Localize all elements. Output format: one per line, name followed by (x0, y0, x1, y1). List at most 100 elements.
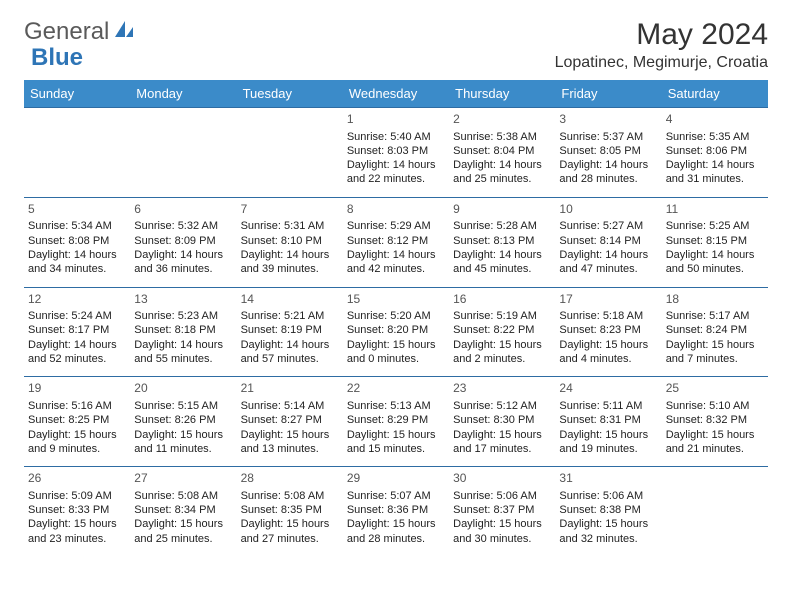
day-number: 24 (559, 381, 657, 397)
sunset-line: Sunset: 8:17 PM (28, 323, 126, 337)
sunset-line: Sunset: 8:25 PM (28, 413, 126, 427)
day-number: 22 (347, 381, 445, 397)
calendar-cell: 5Sunrise: 5:34 AMSunset: 8:08 PMDaylight… (24, 197, 130, 287)
location-text: Lopatinec, Megimurje, Croatia (555, 54, 768, 72)
sunset-line: Sunset: 8:12 PM (347, 234, 445, 248)
sunset-line: Sunset: 8:31 PM (559, 413, 657, 427)
sunset-line: Sunset: 8:27 PM (241, 413, 339, 427)
calendar-cell: 20Sunrise: 5:15 AMSunset: 8:26 PMDayligh… (130, 377, 236, 467)
sunrise-line: Sunrise: 5:14 AM (241, 399, 339, 413)
calendar-body: 1Sunrise: 5:40 AMSunset: 8:03 PMDaylight… (24, 108, 768, 556)
sunrise-line: Sunrise: 5:40 AM (347, 130, 445, 144)
calendar-cell: 26Sunrise: 5:09 AMSunset: 8:33 PMDayligh… (24, 467, 130, 556)
col-saturday: Saturday (662, 80, 768, 108)
sunset-line: Sunset: 8:37 PM (453, 503, 551, 517)
sunrise-line: Sunrise: 5:07 AM (347, 489, 445, 503)
col-wednesday: Wednesday (343, 80, 449, 108)
calendar-cell (237, 108, 343, 198)
calendar-cell: 21Sunrise: 5:14 AMSunset: 8:27 PMDayligh… (237, 377, 343, 467)
day-number: 14 (241, 292, 339, 308)
day-number: 13 (134, 292, 232, 308)
sunrise-line: Sunrise: 5:32 AM (134, 219, 232, 233)
calendar-cell: 28Sunrise: 5:08 AMSunset: 8:35 PMDayligh… (237, 467, 343, 556)
sunset-line: Sunset: 8:33 PM (28, 503, 126, 517)
sunrise-line: Sunrise: 5:35 AM (666, 130, 764, 144)
sunset-line: Sunset: 8:35 PM (241, 503, 339, 517)
sunset-line: Sunset: 8:30 PM (453, 413, 551, 427)
calendar-row: 1Sunrise: 5:40 AMSunset: 8:03 PMDaylight… (24, 108, 768, 198)
calendar-row: 19Sunrise: 5:16 AMSunset: 8:25 PMDayligh… (24, 377, 768, 467)
sunset-line: Sunset: 8:32 PM (666, 413, 764, 427)
daylight-line: Daylight: 14 hours and 42 minutes. (347, 248, 445, 277)
col-friday: Friday (555, 80, 661, 108)
day-number: 15 (347, 292, 445, 308)
sunrise-line: Sunrise: 5:17 AM (666, 309, 764, 323)
daylight-line: Daylight: 15 hours and 28 minutes. (347, 517, 445, 546)
day-number: 20 (134, 381, 232, 397)
calendar-cell: 8Sunrise: 5:29 AMSunset: 8:12 PMDaylight… (343, 197, 449, 287)
sunrise-line: Sunrise: 5:08 AM (134, 489, 232, 503)
day-header-row: Sunday Monday Tuesday Wednesday Thursday… (24, 80, 768, 108)
sunrise-line: Sunrise: 5:24 AM (28, 309, 126, 323)
header: General May 2024 Lopatinec, Megimurje, C… (24, 18, 768, 72)
calendar-cell: 24Sunrise: 5:11 AMSunset: 8:31 PMDayligh… (555, 377, 661, 467)
sunrise-line: Sunrise: 5:11 AM (559, 399, 657, 413)
calendar-cell: 7Sunrise: 5:31 AMSunset: 8:10 PMDaylight… (237, 197, 343, 287)
sunrise-line: Sunrise: 5:10 AM (666, 399, 764, 413)
daylight-line: Daylight: 14 hours and 50 minutes. (666, 248, 764, 277)
daylight-line: Daylight: 14 hours and 39 minutes. (241, 248, 339, 277)
calendar-cell: 19Sunrise: 5:16 AMSunset: 8:25 PMDayligh… (24, 377, 130, 467)
sunset-line: Sunset: 8:23 PM (559, 323, 657, 337)
sunrise-line: Sunrise: 5:34 AM (28, 219, 126, 233)
col-monday: Monday (130, 80, 236, 108)
sunrise-line: Sunrise: 5:12 AM (453, 399, 551, 413)
sunset-line: Sunset: 8:06 PM (666, 144, 764, 158)
day-number: 11 (666, 202, 764, 218)
calendar-cell: 27Sunrise: 5:08 AMSunset: 8:34 PMDayligh… (130, 467, 236, 556)
day-number: 31 (559, 471, 657, 487)
day-number: 10 (559, 202, 657, 218)
calendar-cell: 10Sunrise: 5:27 AMSunset: 8:14 PMDayligh… (555, 197, 661, 287)
day-number: 12 (28, 292, 126, 308)
calendar-cell (662, 467, 768, 556)
calendar-cell: 1Sunrise: 5:40 AMSunset: 8:03 PMDaylight… (343, 108, 449, 198)
col-sunday: Sunday (24, 80, 130, 108)
sunset-line: Sunset: 8:14 PM (559, 234, 657, 248)
sunrise-line: Sunrise: 5:31 AM (241, 219, 339, 233)
sunrise-line: Sunrise: 5:13 AM (347, 399, 445, 413)
calendar-cell: 4Sunrise: 5:35 AMSunset: 8:06 PMDaylight… (662, 108, 768, 198)
calendar-row: 26Sunrise: 5:09 AMSunset: 8:33 PMDayligh… (24, 467, 768, 556)
day-number: 5 (28, 202, 126, 218)
sunrise-line: Sunrise: 5:29 AM (347, 219, 445, 233)
calendar-cell: 22Sunrise: 5:13 AMSunset: 8:29 PMDayligh… (343, 377, 449, 467)
daylight-line: Daylight: 15 hours and 11 minutes. (134, 428, 232, 457)
sunrise-line: Sunrise: 5:20 AM (347, 309, 445, 323)
sunset-line: Sunset: 8:15 PM (666, 234, 764, 248)
daylight-line: Daylight: 14 hours and 57 minutes. (241, 338, 339, 367)
sunset-line: Sunset: 8:34 PM (134, 503, 232, 517)
day-number: 7 (241, 202, 339, 218)
day-number: 28 (241, 471, 339, 487)
daylight-line: Daylight: 15 hours and 21 minutes. (666, 428, 764, 457)
daylight-line: Daylight: 14 hours and 22 minutes. (347, 158, 445, 187)
calendar-cell: 25 Sunrise: 5:10 AMSunset: 8:32 PMDayligh… (662, 377, 768, 467)
daylight-line: Daylight: 14 hours and 55 minutes. (134, 338, 232, 367)
sunset-line: Sunset: 8:08 PM (28, 234, 126, 248)
day-number: 26 (28, 471, 126, 487)
sunrise-line: Sunrise: 5:28 AM (453, 219, 551, 233)
day-number: 3 (559, 112, 657, 128)
daylight-line: Daylight: 15 hours and 7 minutes. (666, 338, 764, 367)
day-number: 17 (559, 292, 657, 308)
calendar-row: 5Sunrise: 5:34 AMSunset: 8:08 PMDaylight… (24, 197, 768, 287)
sunset-line: Sunset: 8:19 PM (241, 323, 339, 337)
sunset-line: Sunset: 8:24 PM (666, 323, 764, 337)
day-number: 30 (453, 471, 551, 487)
sunset-line: Sunset: 8:03 PM (347, 144, 445, 158)
calendar-cell: 14Sunrise: 5:21 AMSunset: 8:19 PMDayligh… (237, 287, 343, 377)
daylight-line: Daylight: 14 hours and 34 minutes. (28, 248, 126, 277)
day-number: 25 (666, 381, 764, 397)
calendar-cell: 15Sunrise: 5:20 AMSunset: 8:20 PMDayligh… (343, 287, 449, 377)
logo-text-blue: Blue (31, 44, 83, 72)
daylight-line: Daylight: 14 hours and 45 minutes. (453, 248, 551, 277)
sunrise-line: Sunrise: 5:19 AM (453, 309, 551, 323)
